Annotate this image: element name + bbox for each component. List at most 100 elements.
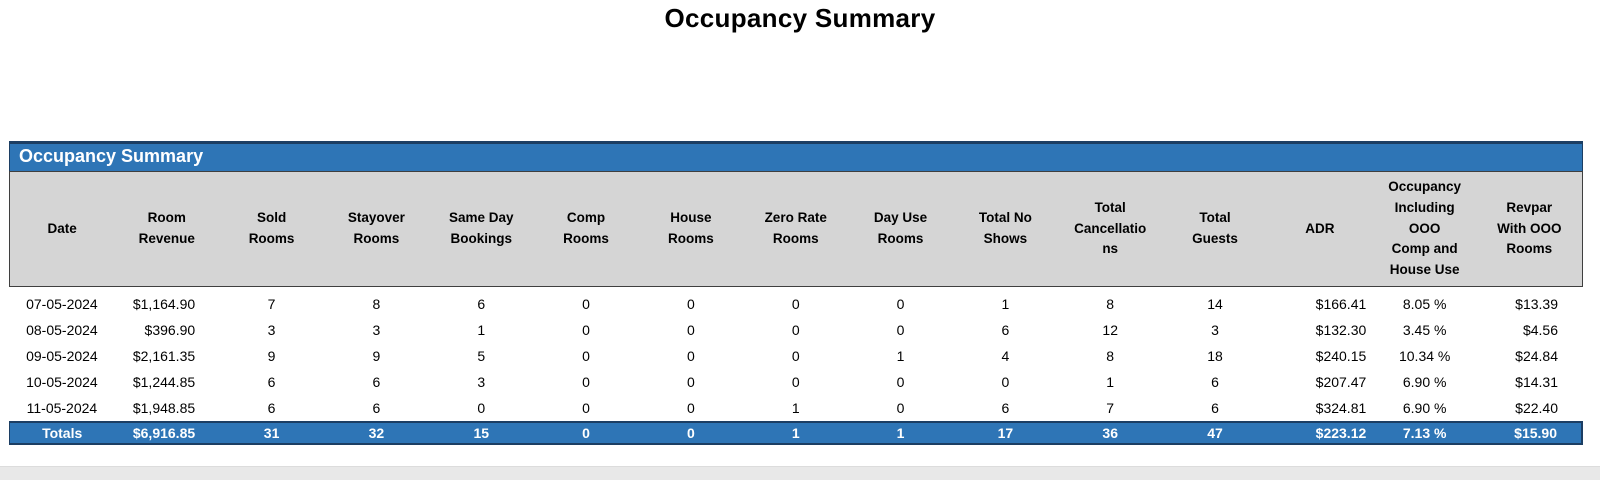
table-cell: $22.40 (1477, 395, 1582, 422)
table-cell: 9 (323, 343, 429, 369)
table-cell: 8.05 % (1372, 286, 1478, 317)
column-header: Date (9, 171, 115, 287)
totals-cell: 36 (1057, 421, 1163, 445)
totals-row: Totals $6,916.85 31 32 15 0 0 1 1 17 36 47 $223.12 7.… (9, 421, 1583, 445)
table-cell: 12 (1057, 317, 1163, 343)
table-cell: 3 (428, 369, 534, 395)
totals-cell: 32 (323, 421, 429, 445)
table-cell: 07-05-2024 (9, 286, 115, 317)
totals-cell: 7.13 % (1372, 421, 1478, 445)
column-header: Room Revenue (114, 171, 220, 287)
column-header: Same Day Bookings (428, 171, 534, 287)
table-cell: 6 (1162, 369, 1268, 395)
table-cell: 0 (533, 369, 639, 395)
table-cell: $13.39 (1477, 286, 1582, 317)
table-cell: $396.90 (114, 317, 220, 343)
table-cell: 6 (323, 369, 429, 395)
table-row: 07-05-2024 $1,164.90 7 8 6 0 0 0 0 1 8 14 $166.41 8.0… (9, 286, 1582, 317)
section-header-bar: Occupancy Summary (9, 141, 1583, 171)
table-cell: 6.90 % (1372, 369, 1478, 395)
column-header: Total No Shows (952, 171, 1058, 287)
table-cell: 18 (1162, 343, 1268, 369)
table-cell: $14.31 (1477, 369, 1582, 395)
table-cell: 6 (428, 286, 534, 317)
table-cell: $132.30 (1267, 317, 1373, 343)
table-cell: 8 (1057, 343, 1163, 369)
column-header: House Rooms (638, 171, 744, 287)
table-cell: $240.15 (1267, 343, 1373, 369)
table-cell: 0 (533, 395, 639, 422)
table-cell: 0 (743, 317, 849, 343)
table-cell: 09-05-2024 (9, 343, 115, 369)
table-cell: 8 (1057, 286, 1163, 317)
table-cell: 10.34 % (1372, 343, 1478, 369)
header-row: Date Room Revenue Sold Rooms Stayover Rooms… (9, 171, 1583, 287)
column-header: Comp Rooms (533, 171, 639, 287)
table-cell: 7 (219, 286, 324, 317)
page-bottom-strip (0, 466, 1600, 480)
table-cell: $207.47 (1267, 369, 1373, 395)
table-cell: 14 (1162, 286, 1268, 317)
table-cell: 0 (848, 395, 953, 422)
table-cell: 0 (952, 369, 1058, 395)
table-cell: $1,244.85 (114, 369, 220, 395)
table-header: Date Room Revenue Sold Rooms Stayover Rooms… (9, 171, 1583, 287)
table-cell: 0 (638, 343, 744, 369)
table-row: 08-05-2024 $396.90 3 3 1 0 0 0 0 6 12 3 $132.30 3.45 … (9, 317, 1582, 343)
table-cell: 4 (952, 343, 1058, 369)
totals-cell: 1 (848, 421, 953, 445)
totals-cell: 47 (1162, 421, 1268, 445)
table-cell: 6.90 % (1372, 395, 1478, 422)
table-cell: 6 (952, 395, 1058, 422)
table-cell: $24.84 (1477, 343, 1582, 369)
totals-cell: 1 (743, 421, 849, 445)
totals-cell: Totals (9, 421, 115, 445)
column-header: Total Cancellatio ns (1057, 171, 1163, 287)
column-header: Occupancy Including OOO Comp and House U… (1372, 171, 1478, 287)
section-title: Occupancy Summary (19, 146, 204, 166)
table-cell: 3.45 % (1372, 317, 1478, 343)
table-cell: 8 (323, 286, 429, 317)
table-cell: 0 (638, 369, 744, 395)
totals-cell: 31 (219, 421, 324, 445)
totals-cell: 15 (428, 421, 534, 445)
table-cell: $1,948.85 (114, 395, 220, 422)
occupancy-report: Occupancy Summary Date Room Revenue Sold R… (9, 141, 1583, 445)
table-cell: 1 (952, 286, 1058, 317)
table-cell: 1 (428, 317, 534, 343)
table-cell: 0 (533, 343, 639, 369)
table-cell: 10-05-2024 (9, 369, 115, 395)
column-header: ADR (1267, 171, 1373, 287)
table-cell: 7 (1057, 395, 1163, 422)
table-cell: 0 (848, 369, 953, 395)
table-cell: 0 (848, 286, 953, 317)
totals-cell: $15.90 (1477, 421, 1583, 445)
table-cell: 3 (219, 317, 324, 343)
report-title: Occupancy Summary (664, 3, 936, 33)
table-cell: 6 (1162, 395, 1268, 422)
occupancy-table: Date Room Revenue Sold Rooms Stayover Rooms… (9, 171, 1583, 445)
table-cell: 08-05-2024 (9, 317, 115, 343)
table-cell: 11-05-2024 (9, 395, 115, 422)
table-cell: 0 (533, 286, 639, 317)
table-cell: 6 (323, 395, 429, 422)
totals-cell: 17 (952, 421, 1058, 445)
table-cell: 0 (638, 317, 744, 343)
table-cell: 0 (428, 395, 534, 422)
table-cell: 6 (952, 317, 1058, 343)
table-row: 10-05-2024 $1,244.85 6 6 3 0 0 0 0 0 1 6 $207.47 6.90… (9, 369, 1582, 395)
table-cell: $1,164.90 (114, 286, 220, 317)
table-cell: $4.56 (1477, 317, 1582, 343)
table-cell: 0 (743, 286, 849, 317)
table-cell: 3 (323, 317, 429, 343)
totals-cell: $6,916.85 (114, 421, 220, 445)
table-cell: 3 (1162, 317, 1268, 343)
table-cell: 6 (219, 395, 324, 422)
column-header: Day Use Rooms (848, 171, 953, 287)
table-cell: 0 (638, 286, 744, 317)
totals-cell: 0 (638, 421, 744, 445)
column-header: Total Guests (1162, 171, 1268, 287)
table-cell: 0 (743, 369, 849, 395)
column-header: Sold Rooms (219, 171, 324, 287)
table-cell: 5 (428, 343, 534, 369)
